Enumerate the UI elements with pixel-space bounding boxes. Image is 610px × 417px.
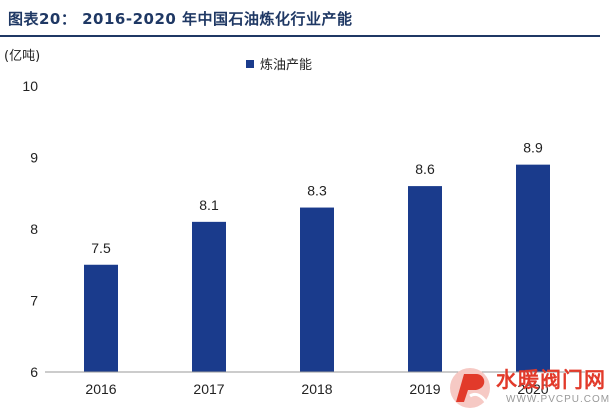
- y-tick-label: 10: [22, 78, 38, 94]
- x-tick-label-2017: 2017: [193, 381, 224, 397]
- y-axis-unit: (亿吨): [4, 49, 41, 64]
- watermark: 水暖阀门网 WWW.PVCPU.COM: [446, 364, 610, 414]
- data-label-2019: 8.6: [415, 161, 435, 177]
- x-tick-label-2018: 2018: [301, 381, 332, 397]
- y-tick-label: 7: [30, 293, 38, 309]
- bar-2016: [84, 264, 118, 372]
- bar-2020: [516, 164, 550, 372]
- legend: 炼油产能: [246, 58, 312, 73]
- y-tick-label: 8: [30, 221, 38, 237]
- legend-swatch: [246, 60, 254, 68]
- bar-2017: [192, 221, 226, 372]
- x-tick-label-2016: 2016: [85, 381, 116, 397]
- watermark-logo-icon: [450, 368, 490, 408]
- y-tick-label: 9: [30, 150, 38, 166]
- x-tick-label-2020: 2020: [517, 381, 548, 397]
- title-rule: [0, 35, 600, 37]
- watermark-url: WWW.PVCPU.COM: [506, 394, 610, 405]
- x-axis-ticks: 2016 2017 2018 2019 2020: [85, 381, 548, 397]
- data-label-2020: 8.9: [523, 140, 543, 156]
- y-axis-ticks: 6 7 8 9 10: [22, 78, 38, 380]
- data-label-2016: 7.5: [91, 240, 111, 256]
- bar-2018: [300, 207, 334, 372]
- data-label-2017: 8.1: [199, 197, 219, 213]
- figure-title: 图表20： 2016-2020 年中国石油炼化行业产能: [8, 10, 353, 28]
- bar-2019: [408, 186, 442, 372]
- x-tick-label-2019: 2019: [409, 381, 440, 397]
- watermark-brand: 水暖阀门网: [496, 368, 606, 392]
- data-labels: 7.5 8.1 8.3 8.6 8.9: [91, 140, 543, 256]
- data-label-2018: 8.3: [307, 183, 327, 199]
- y-tick-label: 6: [30, 364, 38, 380]
- bars: [84, 164, 550, 372]
- legend-label: 炼油产能: [260, 58, 312, 73]
